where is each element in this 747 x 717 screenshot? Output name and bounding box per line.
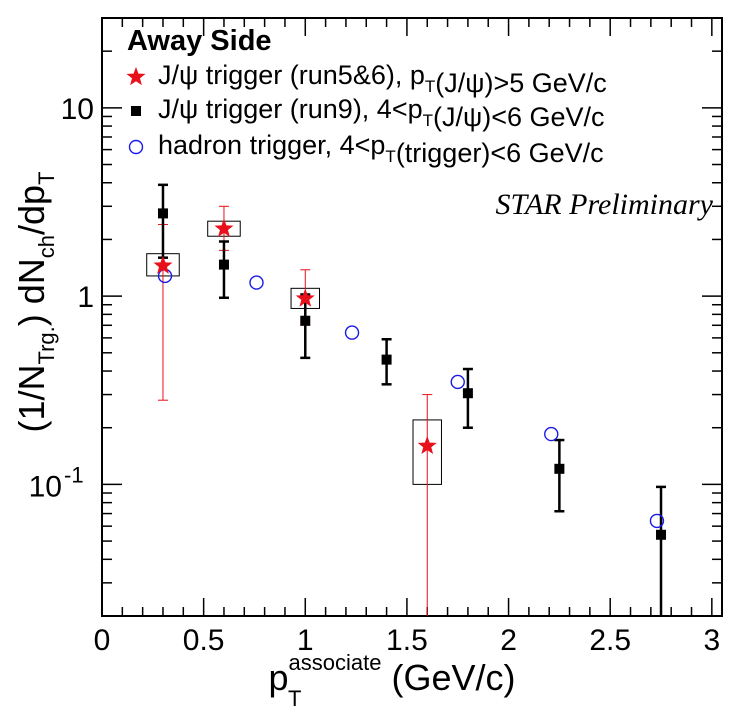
x-tick-label: 2 (500, 624, 517, 657)
data-point-square-1 (218, 259, 229, 270)
y-tick-label: 10 (29, 470, 62, 503)
legend-text-part: (J/ψ)>5 GeV/c (435, 68, 607, 98)
data-point-circle-2 (344, 325, 360, 340)
data-point-square-2 (300, 315, 311, 326)
legend-marker-square (131, 106, 141, 116)
y-axis-title-s1: Trg. (34, 326, 59, 364)
data-point-circle-3 (450, 374, 465, 390)
y-tick-label: 10 (61, 93, 94, 126)
legend-marker-star (126, 67, 146, 86)
data-point-circle-1 (249, 275, 264, 290)
data-point-square-5 (554, 463, 565, 474)
legend-text-part: J/ψ trigger (run9), 4<p (158, 94, 423, 124)
legend-subscript: T (385, 147, 395, 166)
plot-frame (101, 17, 723, 617)
x-tick-label: 3 (703, 624, 720, 657)
data-point-star-0 (153, 255, 173, 274)
data-point-square-3 (381, 354, 392, 365)
x-tick-label: 1.5 (386, 624, 428, 657)
data-point-star-3 (417, 435, 437, 455)
data-point-square-0 (157, 208, 168, 219)
y-axis-title: (1/NTrg.) dNch/dpT (11, 171, 59, 432)
data-point-circle-4 (544, 426, 559, 442)
annotation-star-preliminary: STAR Preliminary (496, 188, 714, 221)
y-axis-title-p3: /dp (11, 185, 52, 235)
data-point-square-4 (462, 388, 473, 399)
legend-text-part: hadron trigger, 4<p (158, 130, 385, 160)
legend-subscript: T (423, 111, 433, 130)
legend-title: Away Side (127, 25, 272, 57)
y-axis-title-s2: ch (34, 235, 59, 258)
data-point-star-1 (214, 218, 234, 237)
y-axis-title-s3: T (34, 171, 59, 184)
x-tick-label: 2.5 (589, 624, 631, 657)
data-point-circle-5 (649, 513, 665, 529)
x-tick-label: 0.5 (183, 624, 225, 657)
y-tick-label: 1 (77, 281, 94, 314)
legend-subscript: T (425, 77, 435, 96)
x-axis-title-sup: associate (289, 650, 382, 675)
legend-text-part: (trigger)<6 GeV/c (396, 138, 604, 168)
x-tick-label: 0 (94, 624, 111, 657)
x-axis-title-main: p (269, 657, 289, 698)
data-point-star-2 (295, 288, 315, 307)
legend-label-circle: hadron trigger, 4<pT(trigger)<6 GeV/c (158, 130, 604, 168)
x-axis-title-sub: T (288, 686, 301, 711)
y-axis-title-p1: (1/N (11, 365, 52, 433)
data-point-square-6 (656, 529, 667, 540)
y-axis-title-p2: ) dN (11, 258, 52, 326)
legend-text-part: (J/ψ)<6 GeV/c (433, 102, 605, 132)
legend-text-part: J/ψ trigger (run5&6), p (158, 60, 425, 90)
legend-marker-circle (128, 139, 144, 155)
legend-label-star: J/ψ trigger (run5&6), pT(J/ψ)>5 GeV/c (158, 60, 607, 98)
x-axis-title: passociate (GeV/c) (269, 650, 516, 698)
x-axis-title-rest: (GeV/c) (381, 657, 515, 698)
y-tick-label-exponent: -1 (64, 462, 84, 487)
legend-label-square: J/ψ trigger (run9), 4<pT(J/ψ)<6 GeV/c (158, 94, 605, 132)
x-tick-label: 1 (297, 624, 314, 657)
